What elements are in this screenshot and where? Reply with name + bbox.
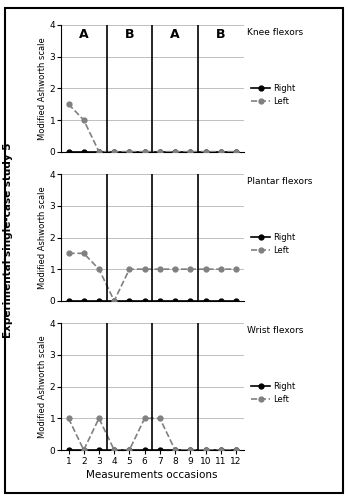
- Text: Knee flexors: Knee flexors: [247, 28, 303, 36]
- Y-axis label: Modified Ashworth scale: Modified Ashworth scale: [38, 186, 47, 289]
- Legend: Right, Left: Right, Left: [251, 382, 295, 404]
- X-axis label: Measurements occasions: Measurements occasions: [87, 470, 218, 480]
- Text: A: A: [170, 28, 180, 41]
- Legend: Right, Left: Right, Left: [251, 233, 295, 255]
- Text: Experimental single-case study 5: Experimental single-case study 5: [3, 142, 13, 338]
- Text: Plantar flexors: Plantar flexors: [247, 176, 313, 186]
- Y-axis label: Modified Ashworth scale: Modified Ashworth scale: [38, 336, 47, 438]
- Text: A: A: [79, 28, 88, 41]
- Legend: Right, Left: Right, Left: [251, 84, 295, 106]
- Text: B: B: [125, 28, 134, 41]
- Text: B: B: [216, 28, 226, 41]
- Text: Wrist flexors: Wrist flexors: [247, 326, 303, 335]
- Y-axis label: Modified Ashworth scale: Modified Ashworth scale: [38, 37, 47, 140]
